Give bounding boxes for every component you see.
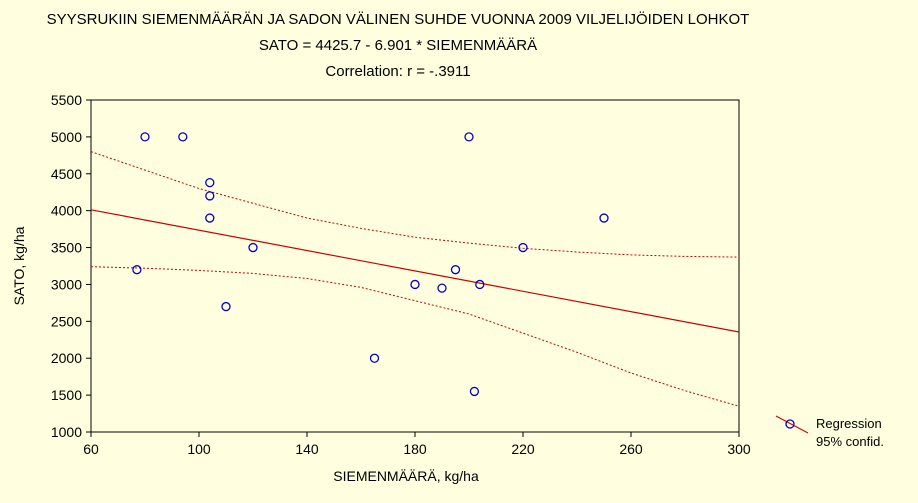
x-tick-label: 220: [511, 441, 535, 457]
x-tick-label: 100: [187, 441, 211, 457]
data-point: [221, 301, 231, 312]
data-point: [205, 177, 215, 188]
x-tick-label: 180: [403, 441, 427, 457]
y-tick-label: 1500: [51, 387, 82, 403]
regression-line: [91, 209, 739, 333]
x-tick-label: 260: [619, 441, 643, 457]
data-point: [205, 191, 215, 201]
plot-frame: [90, 99, 740, 433]
y-tick-label: 3000: [51, 276, 82, 292]
data-point: [469, 386, 480, 397]
data-point: [599, 213, 609, 223]
data-point: [410, 279, 420, 290]
x-axis-label: SIEMENMÄÄRÄ, kg/ha: [333, 468, 479, 484]
data-point: [464, 132, 474, 142]
legend-marker-icon: [785, 419, 795, 429]
data-point: [475, 279, 485, 290]
legend-regression-line: [775, 415, 809, 434]
y-tick-label: 3500: [51, 240, 82, 256]
chart-title: SYYSRUKIIN SIEMENMÄÄRÄN JA SADON VÄLINEN…: [47, 10, 750, 28]
y-tick-label: 4000: [51, 203, 82, 219]
data-point: [369, 353, 380, 363]
x-tick-label: 300: [727, 441, 751, 457]
y-tick-label: 5000: [51, 129, 82, 145]
legend-confidence-label: 95% confid.: [816, 434, 884, 449]
regression-equation: SATO = 4425.7 - 6.901 * SIEMENMÄÄRÄ: [259, 37, 537, 54]
y-tick-label: 2500: [51, 313, 82, 329]
x-tick-label: 60: [83, 441, 99, 457]
legend: Regression 95% confid.: [775, 415, 884, 449]
y-tick-label: 2000: [51, 350, 82, 366]
y-tick-label: 1000: [51, 424, 82, 440]
confidence-upper-line: [91, 151, 739, 258]
data-point: [450, 265, 461, 275]
plot-area: 1000 1500 2000 2500 3000 3500 4000 4500 5000 5500…: [51, 92, 751, 457]
y-tick-label: 4500: [51, 166, 82, 182]
confidence-lower-line: [91, 266, 739, 407]
correlation-text: Correlation: r = -.3911: [325, 63, 470, 80]
data-point: [132, 265, 142, 275]
y-axis-label: SATO, kg/ha: [11, 226, 27, 305]
data-point: [178, 132, 188, 142]
data-point: [248, 242, 258, 253]
data-point: [437, 283, 447, 293]
data-point: [140, 132, 150, 142]
x-tick-label: 140: [295, 441, 319, 457]
data-point: [205, 213, 215, 223]
legend-regression-label: Regression: [816, 416, 882, 431]
y-tick-label: 5500: [51, 92, 82, 108]
data-point: [518, 242, 528, 253]
